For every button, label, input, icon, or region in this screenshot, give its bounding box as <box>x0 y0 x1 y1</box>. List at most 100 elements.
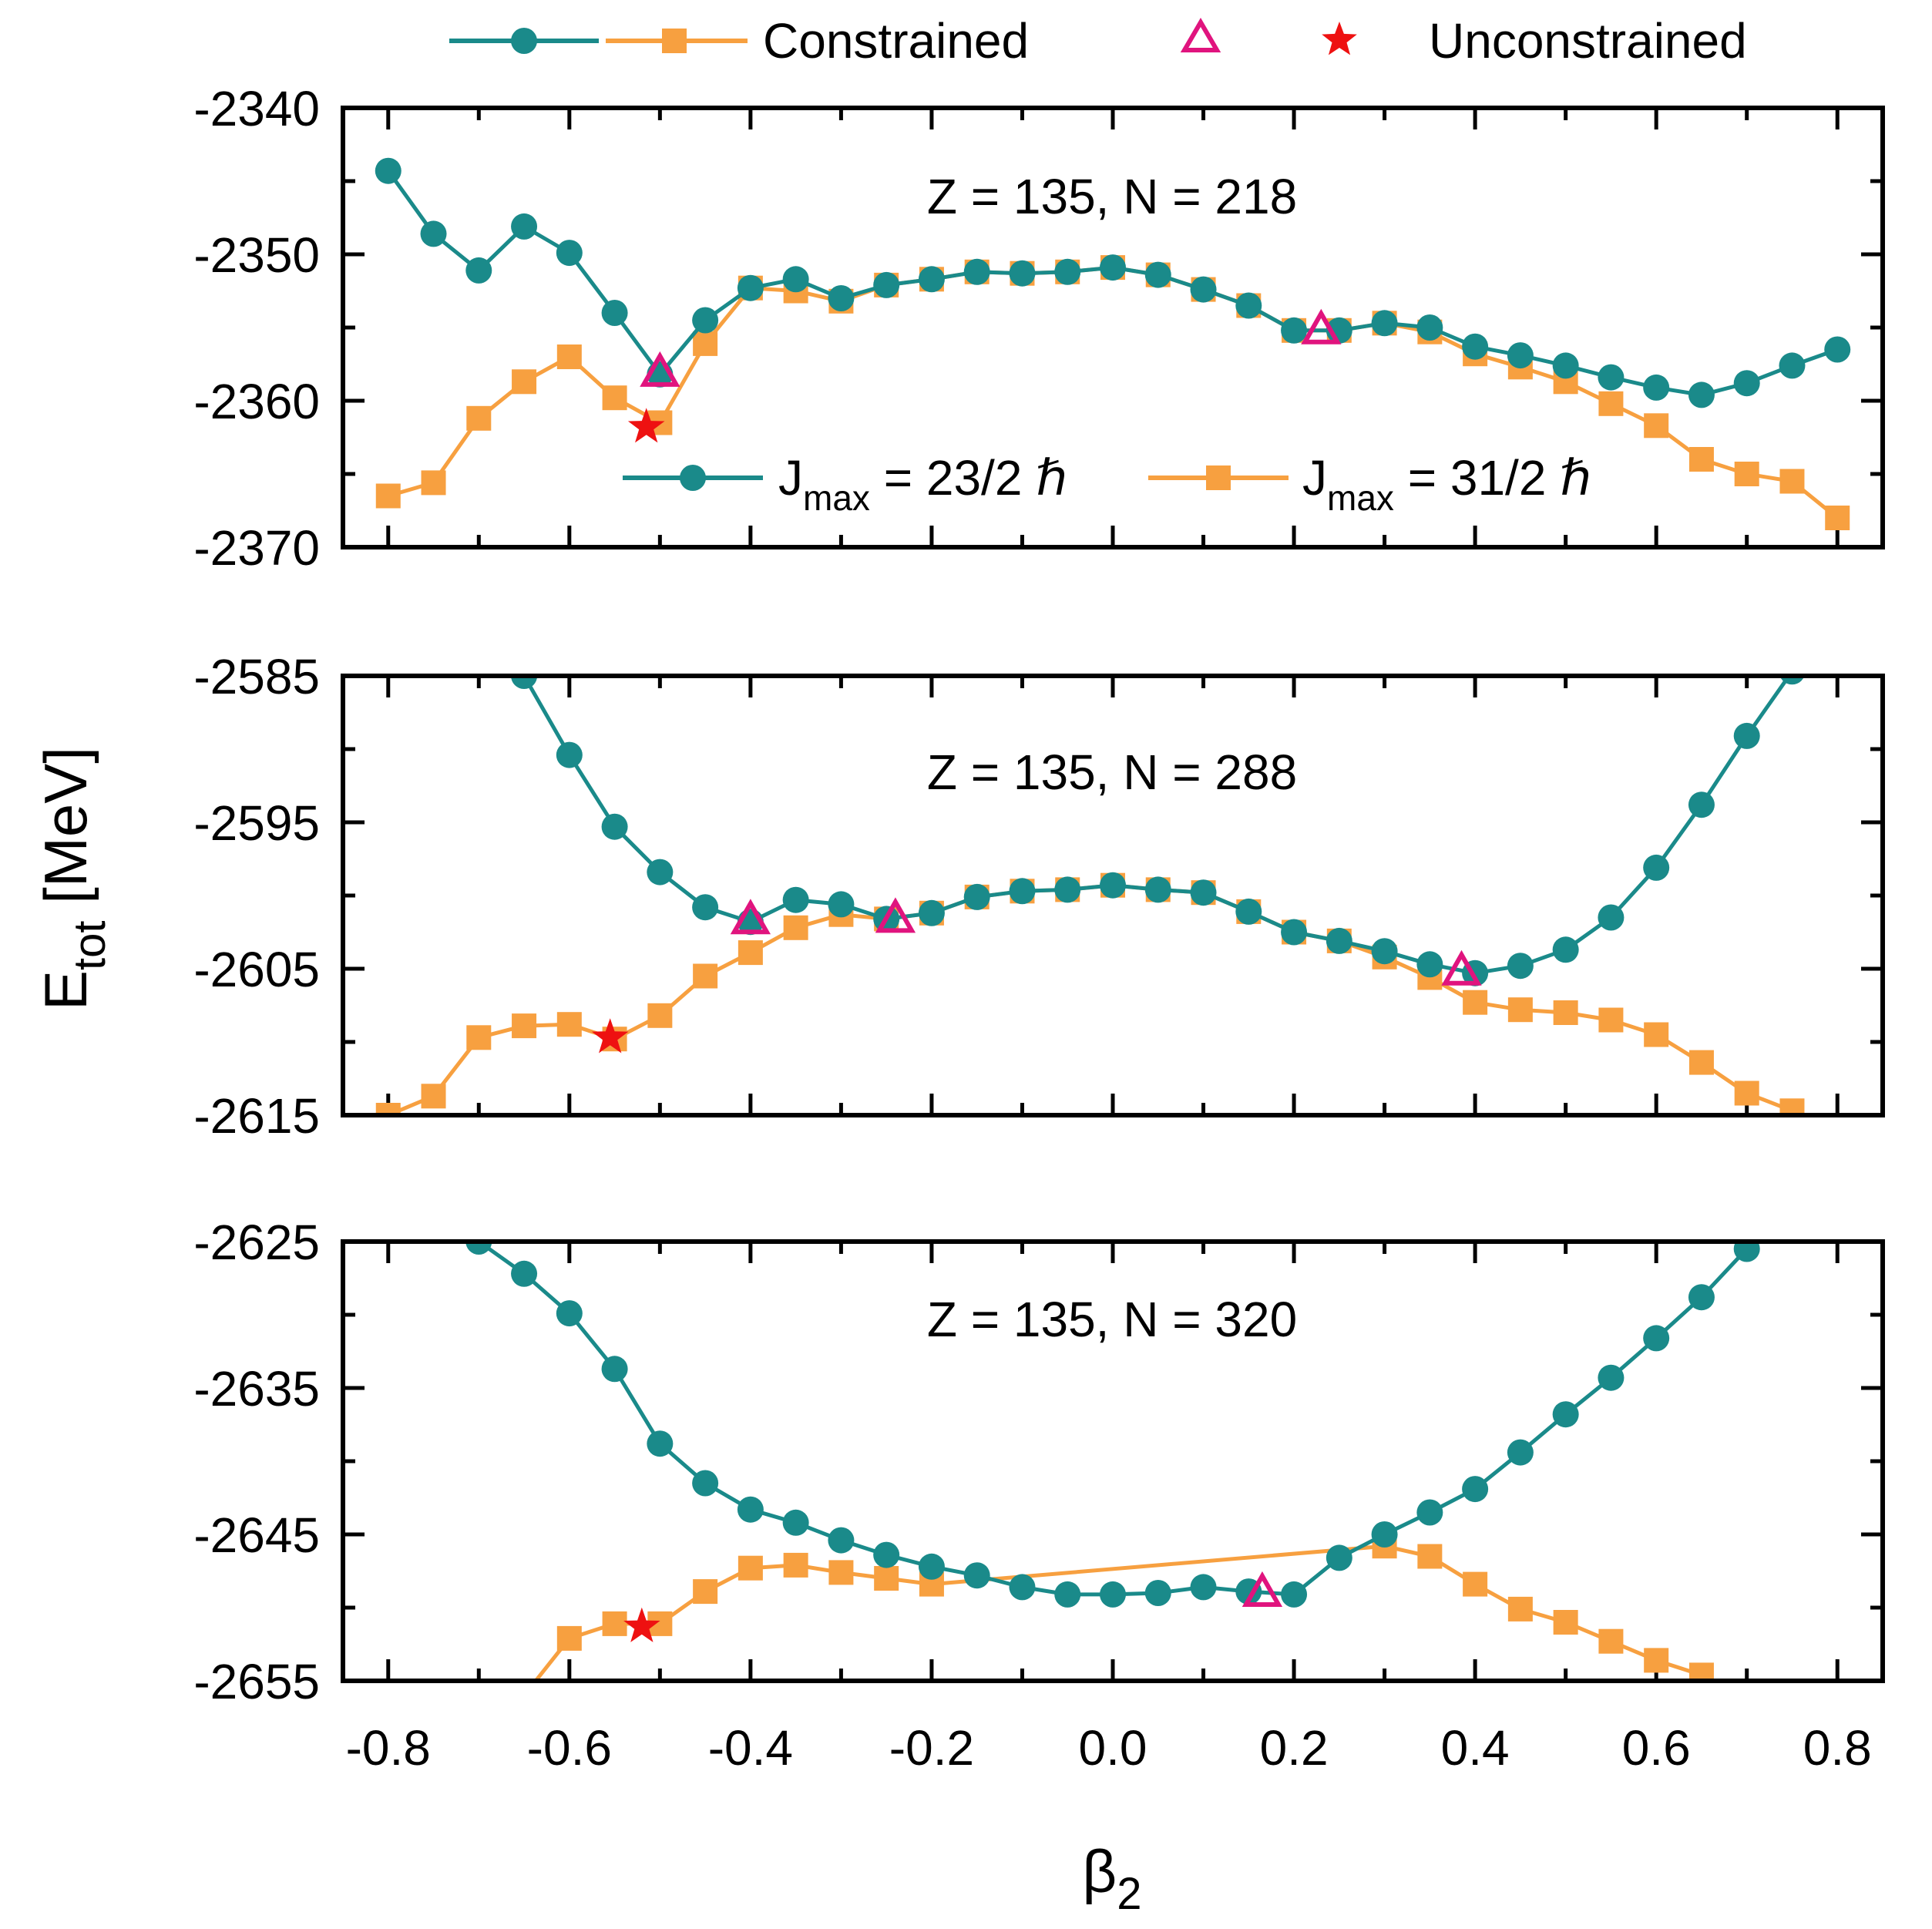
data-point-orange <box>1779 469 1805 494</box>
data-point-teal <box>1371 1521 1398 1548</box>
data-point-teal <box>421 1155 447 1181</box>
data-point-teal <box>511 1260 538 1287</box>
data-point-teal <box>918 266 945 293</box>
constrained-triangle <box>1242 1571 1283 1607</box>
y-tick-label: -2595 <box>193 795 320 851</box>
data-point-teal <box>1824 336 1851 363</box>
data-point-orange <box>1734 462 1759 486</box>
data-point-teal <box>511 213 538 240</box>
data-point-orange <box>1553 1000 1578 1025</box>
data-point-teal <box>1507 342 1534 369</box>
legend-triangle-marker <box>1180 18 1221 52</box>
y-tick-label: -2605 <box>193 942 320 997</box>
data-point-teal <box>1281 317 1308 344</box>
data-point-teal <box>1779 676 1805 685</box>
data-point-teal <box>1552 352 1579 379</box>
inline-legend-sub-1: max <box>803 478 870 518</box>
constrained-triangle <box>1301 308 1342 344</box>
constrained-triangle <box>730 899 771 935</box>
data-point-orange <box>1825 506 1850 530</box>
data-point-orange <box>1779 1098 1805 1115</box>
data-point-teal <box>963 1562 990 1589</box>
data-point-orange <box>1463 990 1488 1015</box>
data-point-teal <box>1688 1284 1715 1311</box>
data-point-teal <box>601 300 628 326</box>
data-point-teal <box>601 813 628 840</box>
data-point-teal <box>1100 872 1126 899</box>
data-point-teal <box>873 271 900 298</box>
x-tick-label: 0.0 <box>1079 1720 1147 1776</box>
panel-top-title: Z = 135, N = 218 <box>927 169 1297 224</box>
data-point-teal <box>828 891 855 918</box>
data-point-teal <box>737 1496 764 1523</box>
data-point-teal <box>1598 904 1625 931</box>
data-point-teal <box>647 1430 674 1457</box>
data-point-teal <box>1643 1325 1670 1352</box>
panel-top-ytick-labels: -2340 -2350 -2360 -2370 <box>193 81 320 576</box>
inline-legend-rest-1: = 23/2 ℏ <box>870 450 1067 506</box>
inline-legend-teal-marker <box>680 465 706 491</box>
legend-star-marker <box>1322 22 1357 55</box>
data-point-orange <box>466 1025 492 1050</box>
data-point-orange <box>421 470 446 496</box>
x-tick-label: 0.4 <box>1441 1720 1510 1776</box>
data-point-teal <box>1326 1544 1352 1571</box>
x-axis-label-sub: 2 <box>1117 1869 1141 1919</box>
data-point-teal <box>1733 722 1760 749</box>
panel-bottom-ytick-labels: -2625 -2635 -2645 -2655 <box>193 1215 320 1709</box>
data-point-teal <box>1598 1364 1625 1391</box>
data-point-orange <box>828 1560 854 1585</box>
data-point-teal <box>1416 1499 1443 1526</box>
x-axis-label-main: β <box>1082 1837 1117 1905</box>
data-point-teal <box>1235 898 1262 925</box>
data-point-teal <box>1688 381 1715 408</box>
data-point-teal <box>1371 310 1398 337</box>
top-legend: Constrained Unconstrained <box>449 13 1747 69</box>
x-tick-labels: -0.8 -0.6 -0.4 -0.2 0.0 0.2 0.4 0.6 0.8 <box>346 1720 1872 1776</box>
data-point-orange <box>556 344 582 369</box>
panel-bottom-series <box>421 1155 1760 1681</box>
data-point-teal <box>1190 879 1217 906</box>
data-point-orange <box>375 1103 401 1115</box>
panel-middle-ytick-labels: -2585 -2595 -2605 -2615 <box>193 649 320 1144</box>
data-point-teal <box>1824 590 1850 616</box>
data-point-teal <box>465 619 492 645</box>
data-point-teal <box>1552 1401 1579 1428</box>
constrained-triangle <box>1441 949 1482 986</box>
data-point-teal <box>420 220 447 247</box>
panel-bottom: -2625 -2635 -2645 -2655 Z = 135, N = 320 <box>193 1155 1885 1709</box>
inline-legend: Jmax = 23/2 ℏ Jmax = 31/2 ℏ <box>623 450 1591 518</box>
data-point-orange <box>693 963 718 989</box>
data-point-orange <box>1644 413 1669 439</box>
inline-legend-j-2: J <box>1302 450 1327 506</box>
data-point-teal <box>465 1242 492 1255</box>
data-point-orange <box>512 369 537 395</box>
y-tick-label: -2340 <box>193 81 320 136</box>
data-point-teal <box>692 894 719 921</box>
y-tick-label: -2360 <box>193 374 320 429</box>
data-point-orange <box>466 405 492 431</box>
data-point-teal <box>1144 261 1171 288</box>
x-tick-label: -0.2 <box>889 1720 974 1776</box>
data-point-teal <box>782 1509 809 1536</box>
data-point-orange <box>783 915 808 940</box>
data-point-teal <box>1281 1581 1308 1608</box>
x-tick-label: 0.6 <box>1622 1720 1691 1776</box>
data-point-teal <box>1100 1581 1126 1608</box>
data-point-teal <box>1144 876 1171 903</box>
data-point-teal <box>1779 352 1806 379</box>
y-axis-label-unit: [MeV] <box>32 747 99 920</box>
panel-middle: -2585 -2595 -2605 -2615 Z = 135, N = 288 <box>193 590 1885 1144</box>
data-point-orange <box>1417 1544 1443 1569</box>
data-point-orange <box>1688 1050 1714 1075</box>
inline-legend-orange-marker <box>1206 465 1231 490</box>
x-tick-label: 0.8 <box>1803 1720 1872 1776</box>
data-point-orange <box>874 1566 899 1591</box>
data-point-teal <box>873 1541 900 1568</box>
panel-bottom-frame <box>341 1239 1885 1683</box>
data-point-teal <box>1190 1574 1217 1601</box>
y-tick-label: -2370 <box>193 520 320 576</box>
data-point-teal <box>421 590 447 616</box>
data-point-teal <box>918 1553 945 1580</box>
panel-bottom-markers <box>623 1571 1283 1642</box>
